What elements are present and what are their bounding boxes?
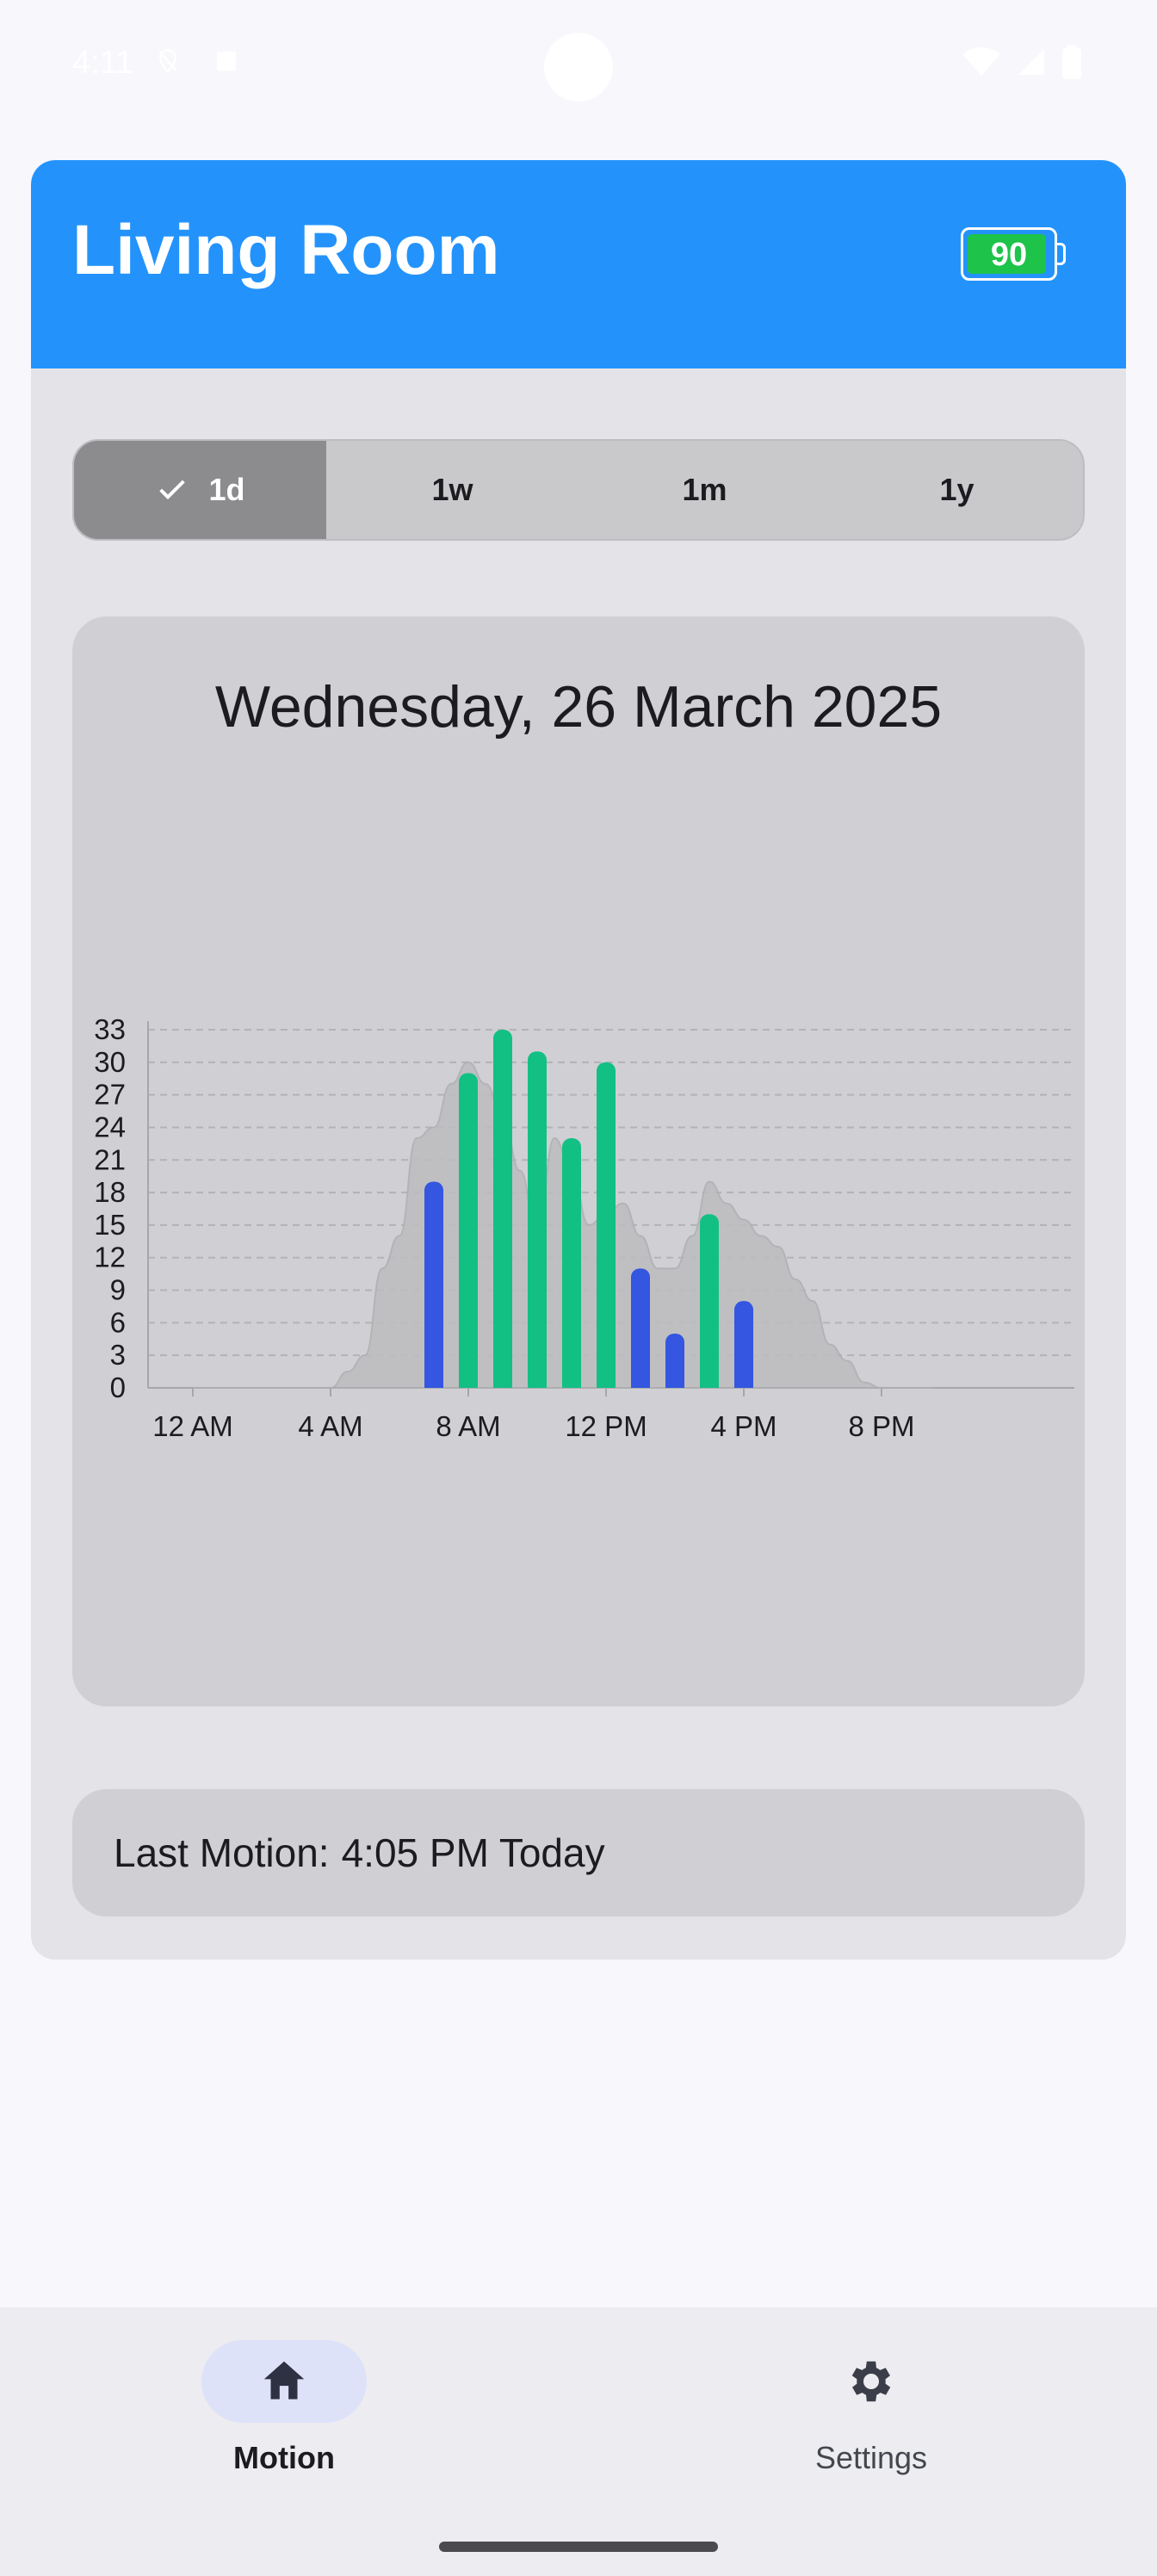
- chart-bar-base: [597, 1378, 616, 1388]
- x-tick-label: 8 AM: [436, 1410, 500, 1442]
- chart-bar-base: [700, 1378, 719, 1388]
- status-icons: [962, 45, 1081, 79]
- chart-bar: [631, 1268, 650, 1388]
- chart-bar-base: [734, 1378, 753, 1388]
- last-motion-card: Last Motion: 4:05 PM Today: [72, 1789, 1085, 1917]
- chart-bar: [665, 1333, 684, 1388]
- notification-icon: [216, 51, 237, 71]
- nav-pill: [789, 2340, 954, 2423]
- tab-label: 1d: [208, 472, 245, 507]
- y-tick-label: 6: [110, 1306, 126, 1338]
- y-tick-label: 24: [94, 1111, 126, 1142]
- nav-item-settings[interactable]: Settings: [742, 2340, 1000, 2476]
- chart-bar: [700, 1214, 719, 1388]
- tab-label: 1y: [939, 472, 974, 507]
- last-motion-label: Last Motion:: [114, 1830, 330, 1875]
- battery-fill: [968, 234, 1046, 274]
- chart-bar: [597, 1062, 616, 1388]
- chart-bar-base: [562, 1378, 581, 1388]
- chart-bar-base: [528, 1378, 547, 1388]
- x-tick-label: 12 PM: [565, 1410, 647, 1442]
- page-title: Living Room: [72, 211, 500, 289]
- battery-level: 90: [990, 237, 1028, 273]
- y-tick-label: 9: [110, 1274, 126, 1306]
- y-tick-label: 21: [94, 1143, 126, 1175]
- chart-bar: [528, 1051, 547, 1388]
- tab-label: 1m: [682, 472, 727, 507]
- cell-signal-icon: [1018, 49, 1044, 75]
- chart-bar: [562, 1138, 581, 1388]
- y-tick-label: 12: [94, 1242, 126, 1273]
- time-range-selector: 1d 1w 1m 1y: [72, 439, 1085, 541]
- status-time: 4:11: [72, 45, 134, 81]
- bottom-navigation: Motion Settings: [0, 2307, 1157, 2576]
- chart-bar-base: [665, 1378, 684, 1388]
- y-tick-label: 27: [94, 1079, 126, 1111]
- y-tick-label: 15: [94, 1209, 126, 1241]
- tab-1y[interactable]: 1y: [831, 441, 1083, 539]
- home-icon: [263, 2361, 305, 2400]
- chart-bar-base: [424, 1378, 443, 1388]
- y-tick-label: 18: [94, 1176, 126, 1208]
- location-off-icon: [158, 49, 177, 74]
- x-tick-label: 4 PM: [710, 1410, 776, 1442]
- battery-tip: [1057, 243, 1066, 265]
- y-tick-label: 30: [94, 1046, 126, 1078]
- chart-bar-base: [631, 1378, 650, 1388]
- chart-bar-base: [493, 1378, 512, 1388]
- chart-title: Wednesday, 26 March 2025: [214, 674, 943, 740]
- room-card: Living Room 90 1d 1w 1m 1y Wednesday, 26…: [31, 160, 1126, 1960]
- chart-bar: [424, 1181, 443, 1388]
- tab-1d[interactable]: 1d: [74, 441, 326, 539]
- last-motion-value: 4:05 PM Today: [341, 1830, 605, 1875]
- wifi-icon: [962, 46, 1000, 77]
- chart-bar: [459, 1073, 478, 1388]
- motion-chart-card: Wednesday, 26 March 2025 0 3 6 9 12 15 18 21 24 2…: [72, 616, 1085, 1706]
- tab-1w[interactable]: 1w: [326, 441, 578, 539]
- nav-label-motion: Motion: [233, 2440, 335, 2475]
- gear-icon: [851, 2361, 891, 2402]
- camera-cutout: [544, 33, 613, 102]
- battery-indicator: 90: [961, 227, 1057, 281]
- nav-item-motion[interactable]: Motion: [155, 2340, 413, 2476]
- nav-pill: [201, 2340, 367, 2423]
- y-tick-label: 0: [110, 1372, 126, 1403]
- chart-bar-base: [459, 1378, 478, 1388]
- x-tick-label: 12 AM: [152, 1410, 233, 1442]
- y-tick-label: 3: [110, 1339, 126, 1371]
- y-tick-label: 33: [94, 1013, 126, 1045]
- x-tick-label: 4 AM: [298, 1410, 362, 1442]
- room-header: Living Room 90: [31, 160, 1126, 368]
- tab-1m[interactable]: 1m: [578, 441, 831, 539]
- battery-status-icon: [1062, 45, 1081, 79]
- status-bar: 4:11: [0, 0, 1157, 129]
- nav-label-settings: Settings: [814, 2440, 928, 2475]
- tab-label: 1w: [431, 472, 473, 507]
- chart-bar: [493, 1030, 512, 1388]
- chart-bar: [734, 1301, 753, 1388]
- check-icon: [159, 480, 186, 500]
- home-indicator: [439, 2542, 718, 2552]
- x-tick-label: 8 PM: [848, 1410, 914, 1442]
